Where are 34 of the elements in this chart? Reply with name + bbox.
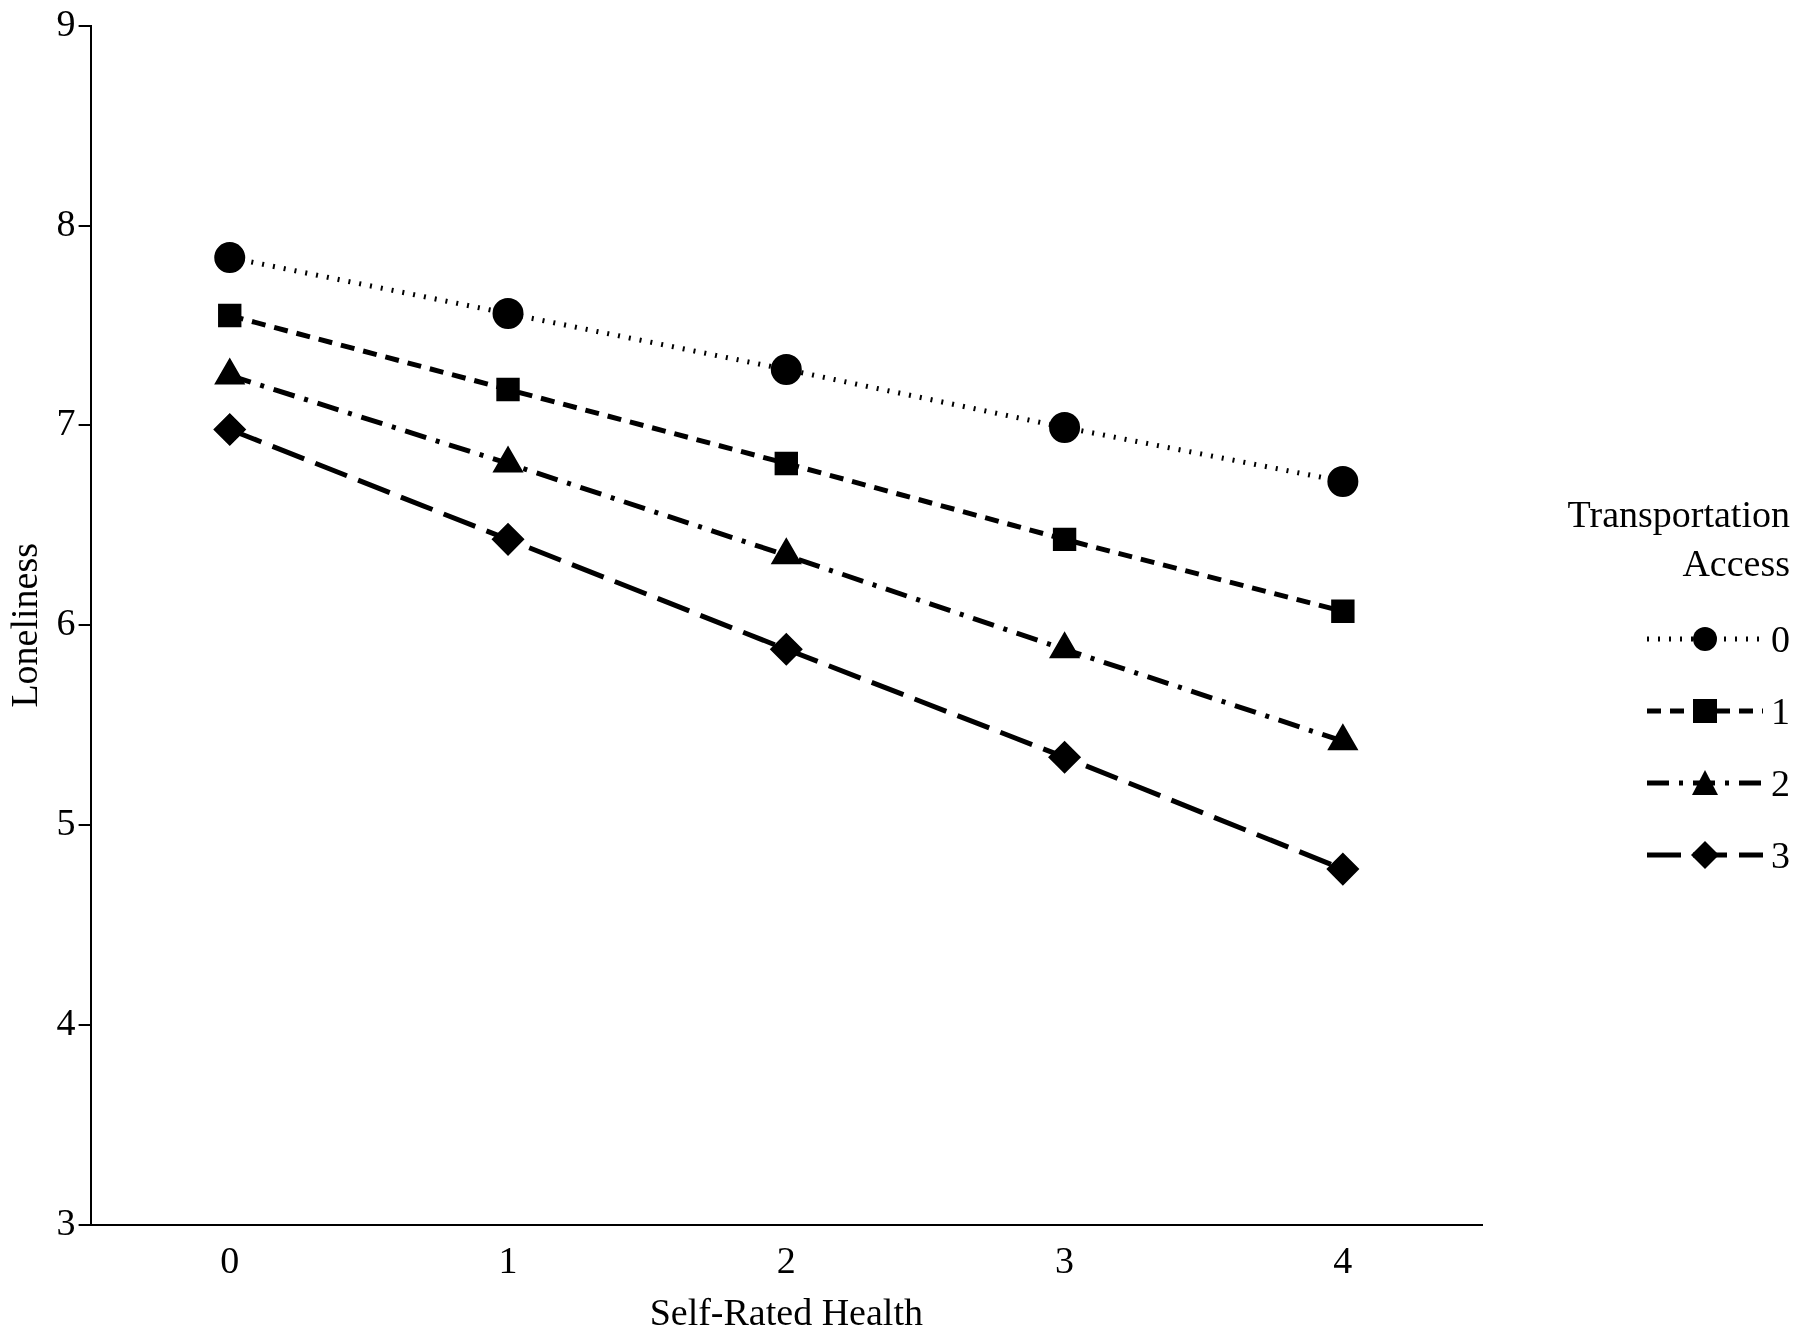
y-tick-label: 8 — [56, 201, 76, 244]
point — [774, 451, 798, 476]
x-tick-label: 1 — [498, 1238, 518, 1281]
y-tick-label: 3 — [56, 1200, 76, 1243]
legend-label: 3 — [1771, 832, 1790, 877]
point — [1327, 853, 1359, 885]
y-axis-title: Loneliness — [2, 542, 45, 708]
y-tick-label: 7 — [56, 401, 76, 444]
legend-label: 1 — [1771, 688, 1790, 733]
point — [1052, 527, 1077, 552]
x-tick-label: 0 — [220, 1238, 240, 1281]
point — [1049, 411, 1081, 443]
point — [214, 242, 246, 274]
point — [492, 298, 524, 330]
legend-label: 2 — [1771, 760, 1790, 805]
x-tick-label: 3 — [1055, 1238, 1075, 1281]
point — [1331, 599, 1355, 623]
y-tick-label: 5 — [56, 801, 76, 844]
point — [214, 413, 246, 445]
legend-label: 0 — [1771, 616, 1790, 661]
x-tick-label: 4 — [1333, 1238, 1353, 1281]
y-tick-label: 4 — [56, 1000, 76, 1043]
x-tick-label: 2 — [776, 1238, 796, 1281]
point — [218, 303, 242, 328]
x-axis-title: Self-Rated Health — [649, 1291, 923, 1334]
y-tick-label: 6 — [56, 601, 76, 644]
legend-title: Transportation Access — [1566, 492, 1790, 587]
point — [770, 354, 802, 386]
point — [496, 377, 520, 402]
y-tick-label: 9 — [56, 1, 76, 44]
point — [1049, 741, 1081, 773]
point — [492, 523, 524, 555]
point — [770, 633, 802, 665]
point — [1327, 465, 1359, 497]
